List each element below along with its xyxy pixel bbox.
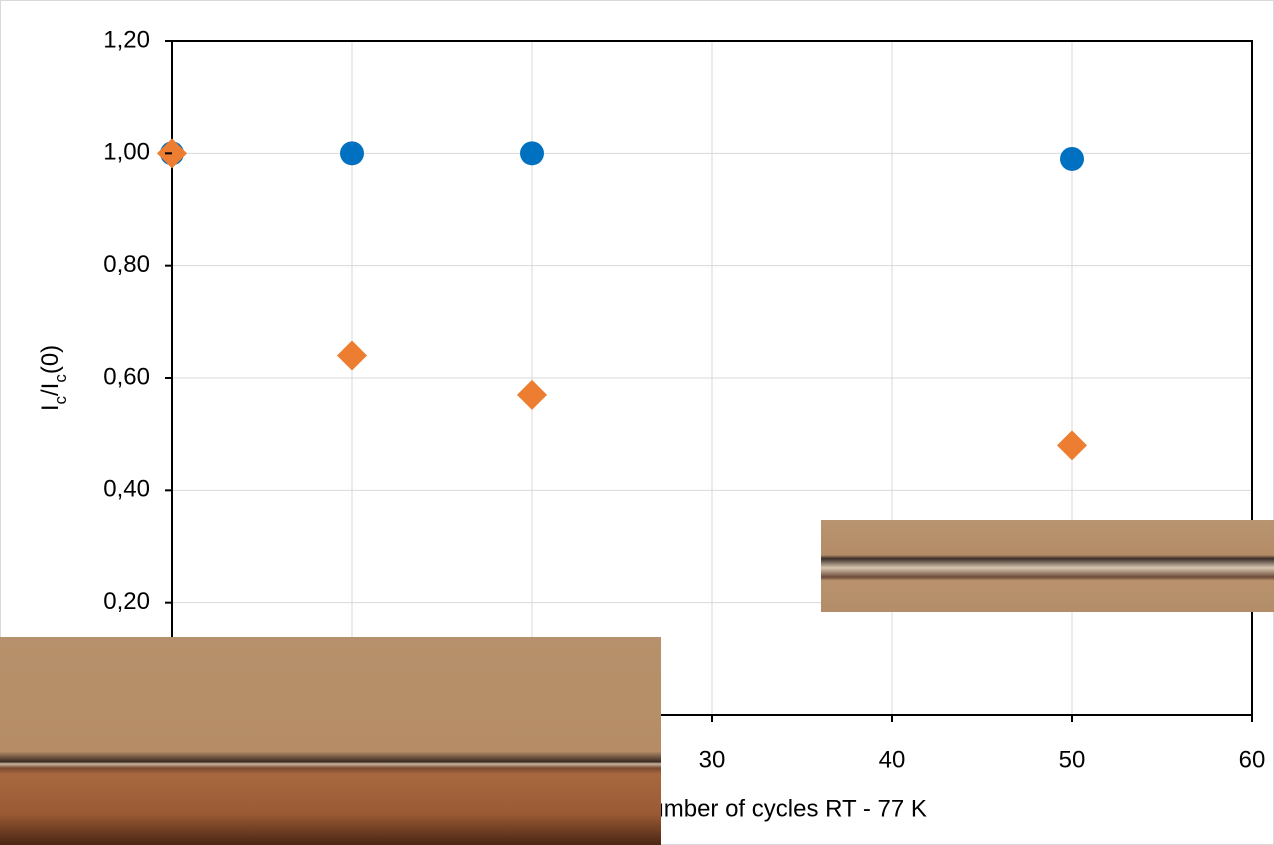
marks [157, 138, 1087, 460]
x-tick-label: 40 [879, 746, 906, 773]
y-tick-label: 0,60 [103, 363, 150, 390]
point [340, 141, 364, 165]
y-tick-label: 0,20 [103, 588, 150, 615]
y-tick-label: 0,80 [103, 251, 150, 278]
point [520, 141, 544, 165]
x-tick-label: 60 [1239, 746, 1266, 773]
y-tick-label: 0,40 [103, 476, 150, 503]
y-tick-label: 1,00 [103, 139, 150, 166]
page: Number of cycles RT - 77 K Ic/Ic(0) 0,00… [0, 0, 1274, 845]
point [1057, 430, 1087, 460]
x-axis-title: Number of cycles RT - 77 K [633, 795, 927, 822]
point [1060, 147, 1084, 171]
grid [172, 41, 1252, 715]
y-axis-title-part: I [37, 405, 64, 412]
x-tick-label: 30 [699, 746, 726, 773]
x-tick-label: 50 [1059, 746, 1086, 773]
point [337, 341, 367, 371]
photo [0, 637, 661, 845]
y-tick-label: 1,20 [103, 26, 150, 53]
y-axis-title-part: (0) [37, 345, 64, 374]
y-axis-title: Ic/Ic(0) [37, 345, 70, 411]
point [517, 380, 547, 410]
y-axis-title-part: /I [37, 383, 64, 396]
photo [821, 520, 1274, 612]
